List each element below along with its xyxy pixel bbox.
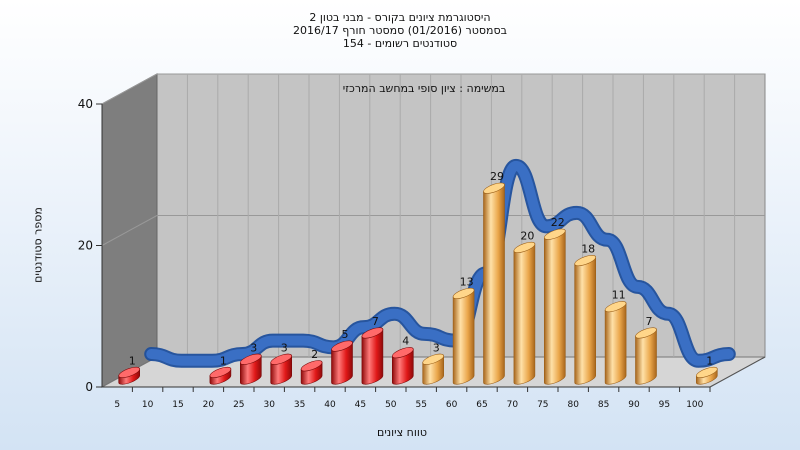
histogram-bar-top	[300, 360, 323, 372]
histogram-bar-top	[604, 301, 627, 313]
x-tick-label: 95	[659, 400, 670, 410]
x-tick-label: 75	[537, 400, 548, 410]
histogram-bar-top	[483, 182, 505, 194]
histogram-bar	[483, 184, 505, 385]
bar-data-label: 7	[646, 315, 653, 328]
x-tick-label: 45	[355, 400, 366, 410]
x-tick-label: 25	[233, 400, 244, 410]
x-tick-label: 20	[203, 400, 215, 410]
histogram-bar-top	[270, 353, 293, 365]
x-tick-label: 60	[446, 400, 458, 410]
chart-title-line-3: סטודנטים רשומים - 154	[342, 37, 458, 50]
x-tick-label: 30	[263, 400, 275, 410]
bar-data-label: 29	[490, 170, 504, 183]
histogram-bar-top	[513, 241, 536, 253]
bar-data-label: 1	[706, 354, 713, 367]
bar-data-label: 3	[281, 341, 288, 354]
histogram-bar-top	[695, 366, 718, 378]
x-tick-label: 40	[324, 400, 336, 410]
bar-data-label: 3	[250, 341, 257, 354]
histogram-bar	[544, 230, 566, 385]
x-tick-label: 65	[476, 400, 487, 410]
histogram-bar-top	[452, 287, 475, 300]
bar-data-label: 18	[581, 243, 595, 256]
bar-data-label: 22	[551, 216, 565, 229]
x-tick-label: 5	[114, 400, 120, 410]
bar-data-label: 13	[460, 275, 474, 288]
x-tick-label: 15	[172, 400, 183, 410]
histogram-bar-top	[574, 254, 597, 267]
histogram-bar	[635, 329, 657, 385]
histogram-bar-top	[331, 340, 353, 352]
x-tick-label: 55	[415, 400, 426, 410]
histogram-bar-top	[361, 327, 384, 339]
x-tick-label: 90	[628, 400, 640, 410]
x-tick-label: 100	[686, 400, 703, 410]
x-tick-label: 85	[598, 400, 609, 410]
floor-edge-right	[709, 356, 766, 388]
x-tick-label: 35	[294, 400, 305, 410]
bar-data-label: 7	[372, 315, 379, 328]
grid-line-side	[101, 215, 158, 246]
x-tick-label: 70	[507, 400, 519, 410]
histogram-bar-top	[240, 353, 262, 365]
bar-data-label: 1	[129, 354, 136, 367]
chart-title-line-1: היסטוגרמת ציונים בקורס - מבני בטון 2	[309, 11, 491, 24]
histogram-bar	[604, 302, 627, 385]
y-axis-label: מספר סטודנטים	[31, 207, 45, 283]
bar-data-label: 3	[433, 341, 440, 354]
histogram-bar	[361, 329, 384, 385]
y-tick-label: 0	[85, 380, 93, 394]
x-axis-label: טווח ציונים	[377, 426, 427, 439]
histogram-bar-top	[209, 366, 232, 378]
chart-title-line-2: בסמסטר (01/2016) סמסטר חורף 2016/17	[293, 24, 507, 37]
x-tick-label: 80	[567, 400, 579, 410]
histogram-bar	[331, 342, 353, 385]
x-tick-label: 50	[385, 400, 397, 410]
histogram-bar-top	[391, 347, 414, 359]
bar-data-label: 11	[612, 289, 626, 302]
grid-line-side	[101, 73, 158, 105]
y-tick-label: 20	[78, 239, 93, 253]
histogram-bar-top	[543, 228, 566, 240]
histogram-bar	[513, 243, 536, 385]
chart-annotation: במשימה : ציון סופי במחשב המרכזי	[342, 82, 506, 95]
x-tick-label: 10	[142, 400, 154, 410]
histogram-bar-top	[118, 366, 140, 378]
bar-data-label: 5	[342, 328, 349, 341]
bar-data-label: 1	[220, 354, 227, 367]
bar-data-label: 20	[520, 229, 534, 242]
histogram-bar-top	[635, 327, 657, 339]
bar-data-label: 4	[402, 335, 409, 348]
histogram-bar-top	[422, 353, 445, 365]
histogram-bar	[452, 289, 475, 385]
bar-data-label: 2	[311, 348, 318, 361]
y-tick-label: 40	[78, 97, 93, 111]
histogram-bar	[574, 256, 596, 385]
